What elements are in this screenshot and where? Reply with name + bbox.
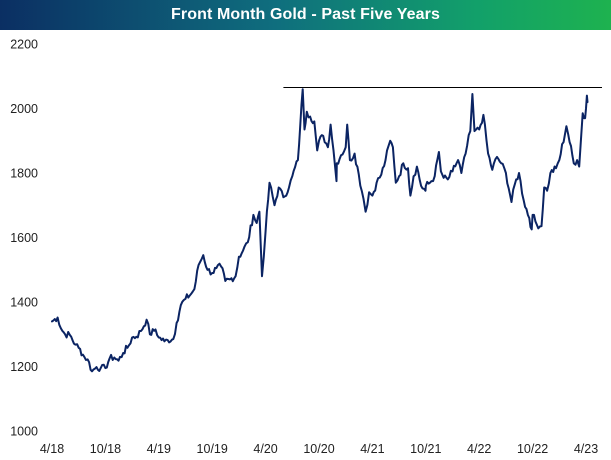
x-tick-label: 4/22 (467, 442, 491, 456)
series-line-gold (51, 88, 589, 373)
x-tick-label: 4/20 (253, 442, 277, 456)
x-axis: 4/18 10/18 4/19 10/19 4/20 10/20 4/21 10/21 4/22… (40, 442, 598, 456)
y-tick-label: 1800 (10, 167, 38, 181)
y-tick-label: 1400 (10, 296, 38, 310)
y-tick-label: 1600 (10, 231, 38, 245)
chart-title-bar: Front Month Gold - Past Five Years (0, 0, 611, 30)
chart-title: Front Month Gold - Past Five Years (171, 6, 440, 23)
x-tick-label: 10/21 (410, 442, 441, 456)
y-tick-label: 1000 (10, 425, 38, 439)
x-tick-label: 4/18 (40, 442, 64, 456)
x-tick-label: 4/23 (574, 442, 598, 456)
x-tick-label: 10/20 (303, 442, 334, 456)
y-axis: 1000 1200 1400 1600 1800 2000 2200 (10, 38, 38, 439)
x-tick-label: 4/19 (147, 442, 171, 456)
x-tick-label: 10/19 (197, 442, 228, 456)
x-tick-label: 10/22 (517, 442, 548, 456)
y-tick-label: 1200 (10, 360, 38, 374)
x-tick-label: 4/21 (360, 442, 384, 456)
y-tick-label: 2000 (10, 102, 38, 116)
x-tick-label: 10/18 (90, 442, 121, 456)
y-tick-label: 2200 (10, 38, 38, 52)
